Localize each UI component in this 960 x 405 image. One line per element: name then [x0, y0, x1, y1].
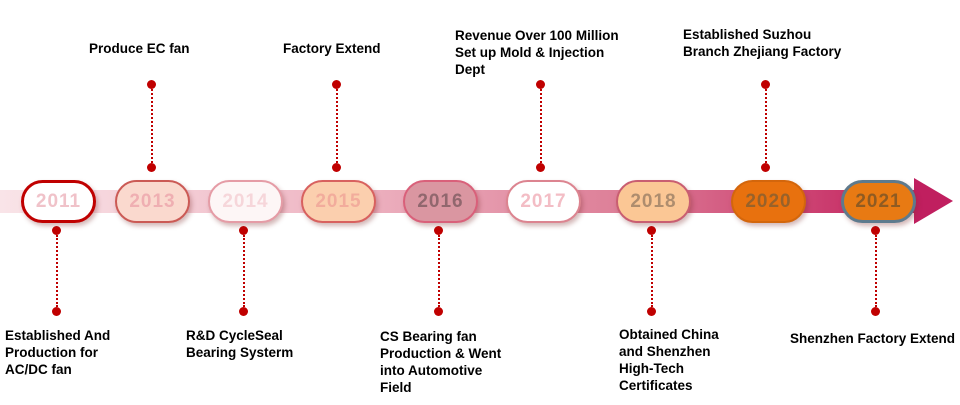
year-pill-2016: 2016	[403, 180, 478, 223]
year-pill-2011: 2011	[21, 180, 96, 223]
milestone-note-2015: Factory Extend	[283, 41, 381, 56]
connector-dot-icon	[434, 307, 443, 316]
year-pill-2020: 2020	[731, 180, 806, 223]
connector-2011	[52, 226, 61, 316]
connector-dot-icon	[536, 163, 545, 172]
milestone-note-2014: R&D CycleSeal Bearing Systerm	[186, 328, 294, 360]
milestone-note-2011: Established And Production for AC/DC fan	[5, 328, 111, 377]
connector-2018	[647, 226, 656, 316]
connector-line	[437, 235, 440, 307]
year-pill-2015: 2015	[301, 180, 376, 223]
year-text: 2015	[315, 190, 362, 212]
year-pill-2018: 2018	[616, 180, 691, 223]
year-text: 2013	[129, 190, 176, 212]
connector-2020	[761, 80, 770, 172]
milestone-note-2016: CS Bearing fan Production & Went into Au…	[380, 329, 502, 395]
milestone-note-2020: Established Suzhou Branch Zhejiang Facto…	[683, 27, 842, 59]
connector-line	[150, 89, 153, 163]
connector-dot-icon	[434, 226, 443, 235]
year-text: 2018	[630, 190, 677, 212]
year-text: 2011	[35, 190, 82, 212]
connector-2021	[871, 226, 880, 316]
connector-dot-icon	[761, 163, 770, 172]
connector-dot-icon	[871, 307, 880, 316]
connector-dot-icon	[239, 307, 248, 316]
milestone-note-2021: Shenzhen Factory Extend	[790, 331, 956, 346]
connector-dot-icon	[761, 80, 770, 89]
year-text: 2021	[855, 190, 902, 212]
connector-line	[242, 235, 245, 307]
connector-line	[335, 89, 338, 163]
connector-dot-icon	[871, 226, 880, 235]
connector-dot-icon	[147, 80, 156, 89]
connector-dot-icon	[647, 226, 656, 235]
connector-line	[874, 235, 877, 307]
connector-2015	[332, 80, 341, 172]
connector-2016	[434, 226, 443, 316]
milestone-note-2018: Obtained China and Shenzhen High-Tech Ce…	[619, 327, 719, 393]
connector-dot-icon	[239, 226, 248, 235]
connector-dot-icon	[332, 163, 341, 172]
connector-dot-icon	[52, 226, 61, 235]
connector-dot-icon	[647, 307, 656, 316]
timeline-arrow-icon	[914, 178, 953, 224]
year-text: 2016	[417, 190, 464, 212]
year-pill-2021: 2021	[841, 180, 916, 223]
year-pill-2013: 2013	[115, 180, 190, 223]
connector-line	[764, 89, 767, 163]
connector-dot-icon	[52, 307, 61, 316]
connector-line	[650, 235, 653, 307]
connector-line	[55, 235, 58, 307]
year-text: 2014	[222, 190, 269, 212]
milestone-note-2013: Produce EC fan	[89, 41, 190, 56]
connector-dot-icon	[147, 163, 156, 172]
year-pill-2017: 2017	[506, 180, 581, 223]
milestone-note-2017: Revenue Over 100 Million Set up Mold & I…	[455, 28, 619, 77]
connector-2017	[536, 80, 545, 172]
connector-dot-icon	[536, 80, 545, 89]
connector-dot-icon	[332, 80, 341, 89]
year-text: 2020	[745, 190, 792, 212]
connector-2014	[239, 226, 248, 316]
connector-line	[539, 89, 542, 163]
year-text: 2017	[520, 190, 567, 212]
year-pill-2014: 2014	[208, 180, 283, 223]
connector-2013	[147, 80, 156, 172]
